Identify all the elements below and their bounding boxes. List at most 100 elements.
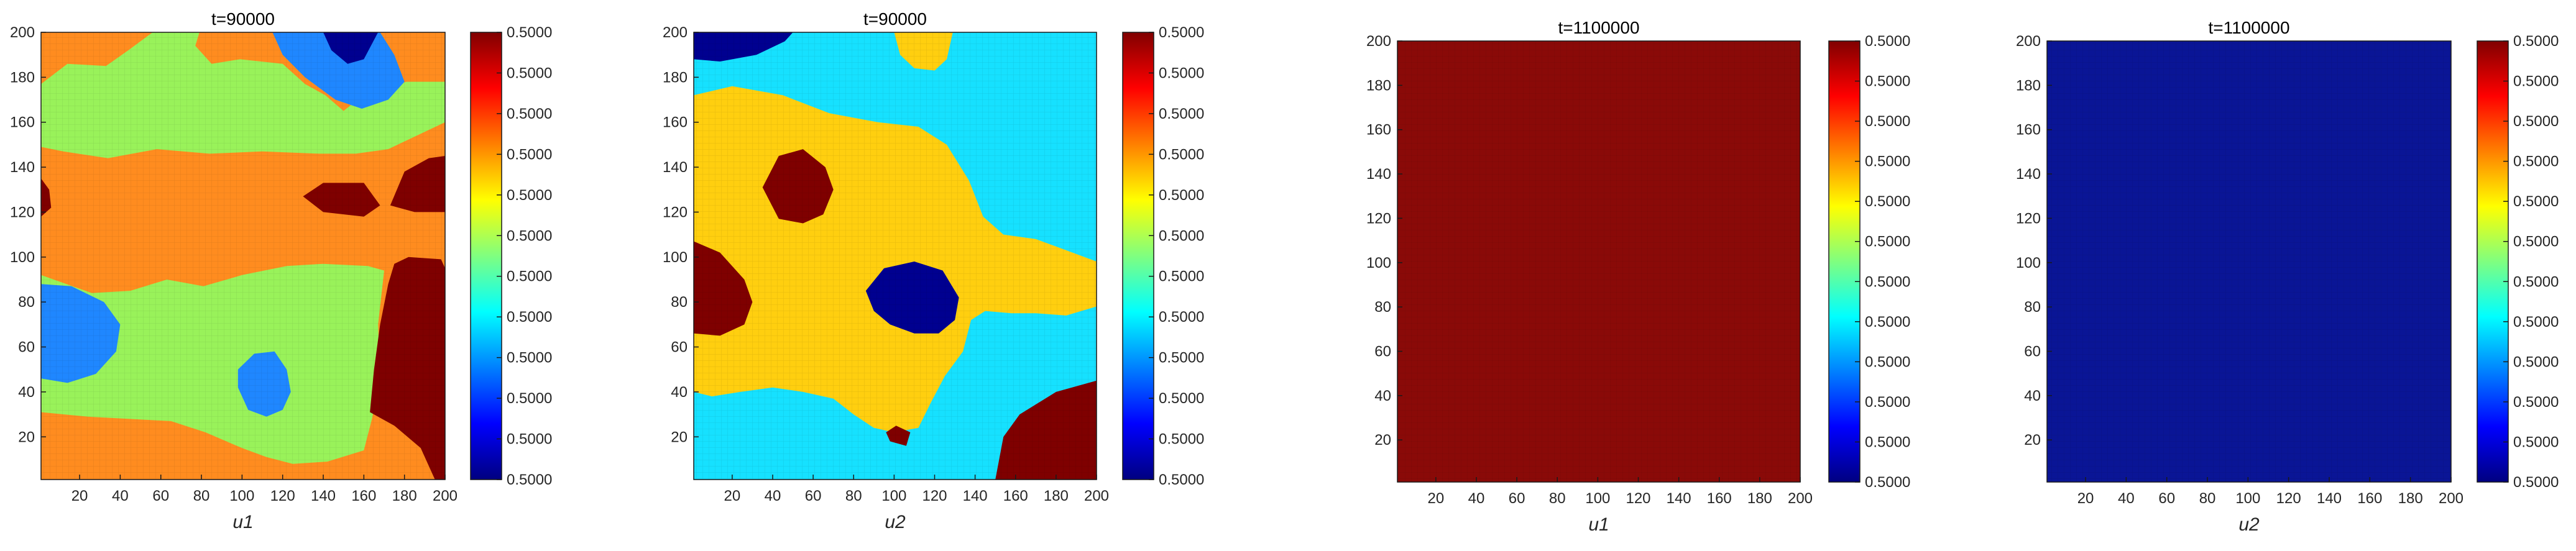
y-tick-label: 80 xyxy=(2024,299,2041,316)
x-tick-label: 20 xyxy=(2077,490,2094,507)
plot-frame xyxy=(40,32,446,480)
colorbar-tick-label: 0.5000 xyxy=(507,106,552,122)
y-tick-label: 40 xyxy=(1374,388,1391,404)
x-tick-label: 120 xyxy=(2276,490,2301,507)
x-tick-label: 100 xyxy=(2235,490,2260,507)
y-tick-label: 180 xyxy=(2016,77,2041,94)
x-tick-label: 100 xyxy=(881,488,906,504)
colorbar-tick-label: 0.5000 xyxy=(1865,474,1910,491)
colorbar-gradient xyxy=(2477,41,2508,482)
colorbar-tick-label: 0.5000 xyxy=(2513,234,2559,250)
colorbar-tick-label: 0.5000 xyxy=(1865,353,1910,370)
x-tick-label: 120 xyxy=(922,488,947,504)
y-tick-label: 120 xyxy=(10,204,35,221)
y-tick-label: 40 xyxy=(18,384,35,401)
y-tick-label: 100 xyxy=(1366,255,1391,271)
x-tick-label: 80 xyxy=(1549,490,1566,507)
colorbar-tick-label: 0.5000 xyxy=(1159,65,1204,81)
plot-frame xyxy=(2046,40,2452,483)
y-tick-label: 20 xyxy=(2024,432,2041,449)
y-tick-label: 140 xyxy=(2016,166,2041,183)
x-tick-label: 40 xyxy=(765,488,781,504)
x-tick-label: 180 xyxy=(2398,490,2423,507)
colorbar-frame xyxy=(470,32,502,480)
y-tick-label: 60 xyxy=(18,339,35,356)
colorbar-tick-label: 0.5000 xyxy=(2513,474,2559,491)
colorbar-tick-label: 0.5000 xyxy=(507,227,552,244)
y-tick-label: 180 xyxy=(663,69,688,86)
y-tick-label: 100 xyxy=(10,249,35,266)
colorbar-tick-label: 0.5000 xyxy=(1159,390,1204,407)
colorbar-tick-label: 0.5000 xyxy=(1865,113,1910,130)
colorbar-tick-label: 0.5000 xyxy=(2513,113,2559,130)
y-tick-label: 200 xyxy=(663,24,688,41)
colorbar-tick-label: 0.5000 xyxy=(1159,309,1204,326)
panel-3: t=1100000 20 40 60 80 100 120 140 160 180 200 20 40 6… xyxy=(1366,18,1910,535)
x-tick-label: 60 xyxy=(152,488,169,504)
colorbar-tick-label: 0.5000 xyxy=(2513,434,2559,450)
y-tick-label: 80 xyxy=(18,294,35,311)
panel-2: t=90000 20 40 60 80 100 120 140 160 180 200 20 40 60 8… xyxy=(663,9,1204,532)
x-tick-label: 80 xyxy=(845,488,862,504)
y-tick-label: 140 xyxy=(10,159,35,176)
plot-title: t=1100000 xyxy=(1558,18,1639,37)
x-tick-label: 40 xyxy=(1468,490,1485,507)
y-tick-label: 40 xyxy=(2024,388,2041,404)
colorbar-tick-label: 0.5000 xyxy=(1865,73,1910,90)
colorbar-tick-label: 0.5000 xyxy=(1159,146,1204,163)
x-tick-label: 40 xyxy=(2118,490,2135,507)
x-tick-label: 60 xyxy=(805,488,822,504)
colorbar-tick-label: 0.5000 xyxy=(507,65,552,81)
colorbar-tick-label: 0.5000 xyxy=(2513,353,2559,370)
y-tick-label: 140 xyxy=(663,159,688,176)
x-tick-label: 80 xyxy=(193,488,210,504)
colorbar: 0.5000 0.5000 0.5000 0.5000 0.5000 0.5000 0.50… xyxy=(2477,33,2559,491)
colorbar-tick-label: 0.5000 xyxy=(507,24,552,41)
colorbar-tick-label: 0.5000 xyxy=(1865,33,1910,50)
colorbar: 0.5000 0.5000 0.5000 0.5000 0.5000 0.5000 0.50… xyxy=(1828,33,1910,491)
heatmap-cell-grid xyxy=(41,32,445,480)
y-tick-label: 140 xyxy=(1366,166,1391,183)
x-tick-label: 160 xyxy=(1707,490,1732,507)
x-tick-label: 120 xyxy=(1626,490,1650,507)
colorbar-gradient xyxy=(1829,41,1860,482)
colorbar-tick-label: 0.5000 xyxy=(507,350,552,367)
colorbar: 0.5000 0.5000 0.5000 0.5000 0.5000 0.5000 0.50… xyxy=(470,24,552,488)
colorbar-frame xyxy=(2477,40,2509,483)
colorbar-tick-label: 0.5000 xyxy=(507,471,552,488)
colorbar-tick-label: 0.5000 xyxy=(507,390,552,407)
x-tick-label: 140 xyxy=(963,488,988,504)
colorbar-frame xyxy=(1122,32,1154,480)
x-tick-label: 20 xyxy=(1428,490,1445,507)
x-tick-label: 160 xyxy=(351,488,376,504)
x-tick-label: 160 xyxy=(2357,490,2382,507)
colorbar-tick-label: 0.5000 xyxy=(2513,273,2559,290)
colorbar: 0.5000 0.5000 0.5000 0.5000 0.5000 0.5000 0.50… xyxy=(1122,24,1204,488)
colorbar-tick-label: 0.5000 xyxy=(2513,394,2559,411)
y-tick-label: 160 xyxy=(1366,122,1391,139)
colorbar-tick-label: 0.5000 xyxy=(2513,33,2559,50)
x-tick-label: 20 xyxy=(724,488,741,504)
plot-title: t=90000 xyxy=(863,9,927,29)
x-axis-label: u2 xyxy=(885,512,906,532)
colorbar-tick-label: 0.5000 xyxy=(1865,153,1910,170)
y-tick-label: 180 xyxy=(10,69,35,86)
x-tick-label: 40 xyxy=(112,488,129,504)
colorbar-tick-label: 0.5000 xyxy=(1159,227,1204,244)
colorbar-tick-label: 0.5000 xyxy=(1865,193,1910,210)
y-tick-label: 60 xyxy=(1374,343,1391,360)
colorbar-tick-label: 0.5000 xyxy=(1159,471,1204,488)
y-tick-label: 80 xyxy=(1374,299,1391,316)
colorbar-tick-label: 0.5000 xyxy=(2513,314,2559,330)
colorbar-frame xyxy=(1828,40,1861,483)
y-tick-label: 160 xyxy=(663,114,688,131)
panel-1: t=90000 20 40 60 80 100 120 140 160 180 200 20 40 60 8… xyxy=(10,9,552,532)
x-tick-label: 140 xyxy=(2317,490,2342,507)
x-tick-label: 180 xyxy=(392,488,417,504)
colorbar-tick-label: 0.5000 xyxy=(1159,350,1204,367)
colorbar-tick-label: 0.5000 xyxy=(507,309,552,326)
colorbar-tick-label: 0.5000 xyxy=(1865,434,1910,450)
y-tick-label: 120 xyxy=(1366,210,1391,227)
x-tick-label: 180 xyxy=(1044,488,1069,504)
